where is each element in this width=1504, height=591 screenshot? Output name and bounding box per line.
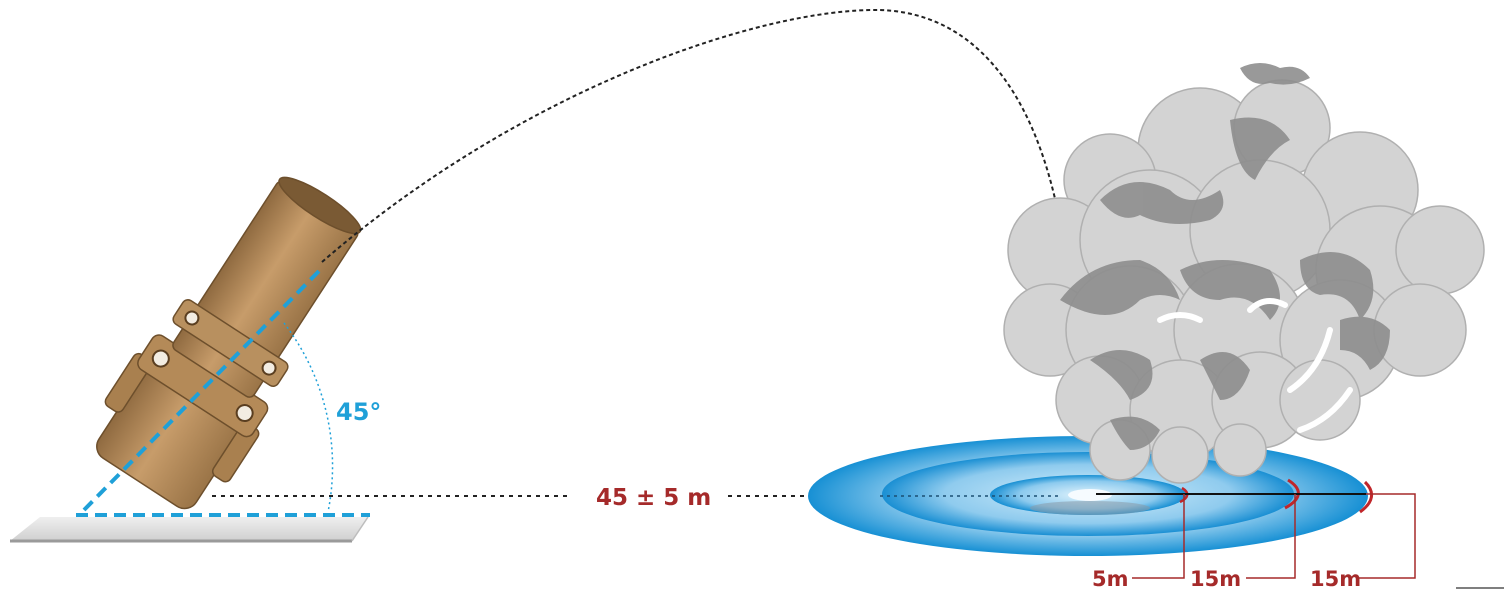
launch-angle-label: 45° bbox=[336, 398, 381, 426]
angle-arc bbox=[283, 322, 334, 513]
trajectory-path bbox=[321, 8, 1073, 346]
impact-point bbox=[1068, 489, 1112, 501]
launch-platform bbox=[10, 516, 369, 543]
zone-label-outer: 15m bbox=[1310, 567, 1361, 591]
distance-label: 45 ± 5 m bbox=[596, 485, 711, 511]
zone-leader-lines bbox=[1132, 493, 1416, 579]
mortar-tube-icon bbox=[96, 176, 362, 510]
zone-label-inner: 5m bbox=[1092, 567, 1129, 591]
zone-label-middle: 15m bbox=[1190, 567, 1241, 591]
smoke-cloud-icon bbox=[1003, 63, 1485, 484]
